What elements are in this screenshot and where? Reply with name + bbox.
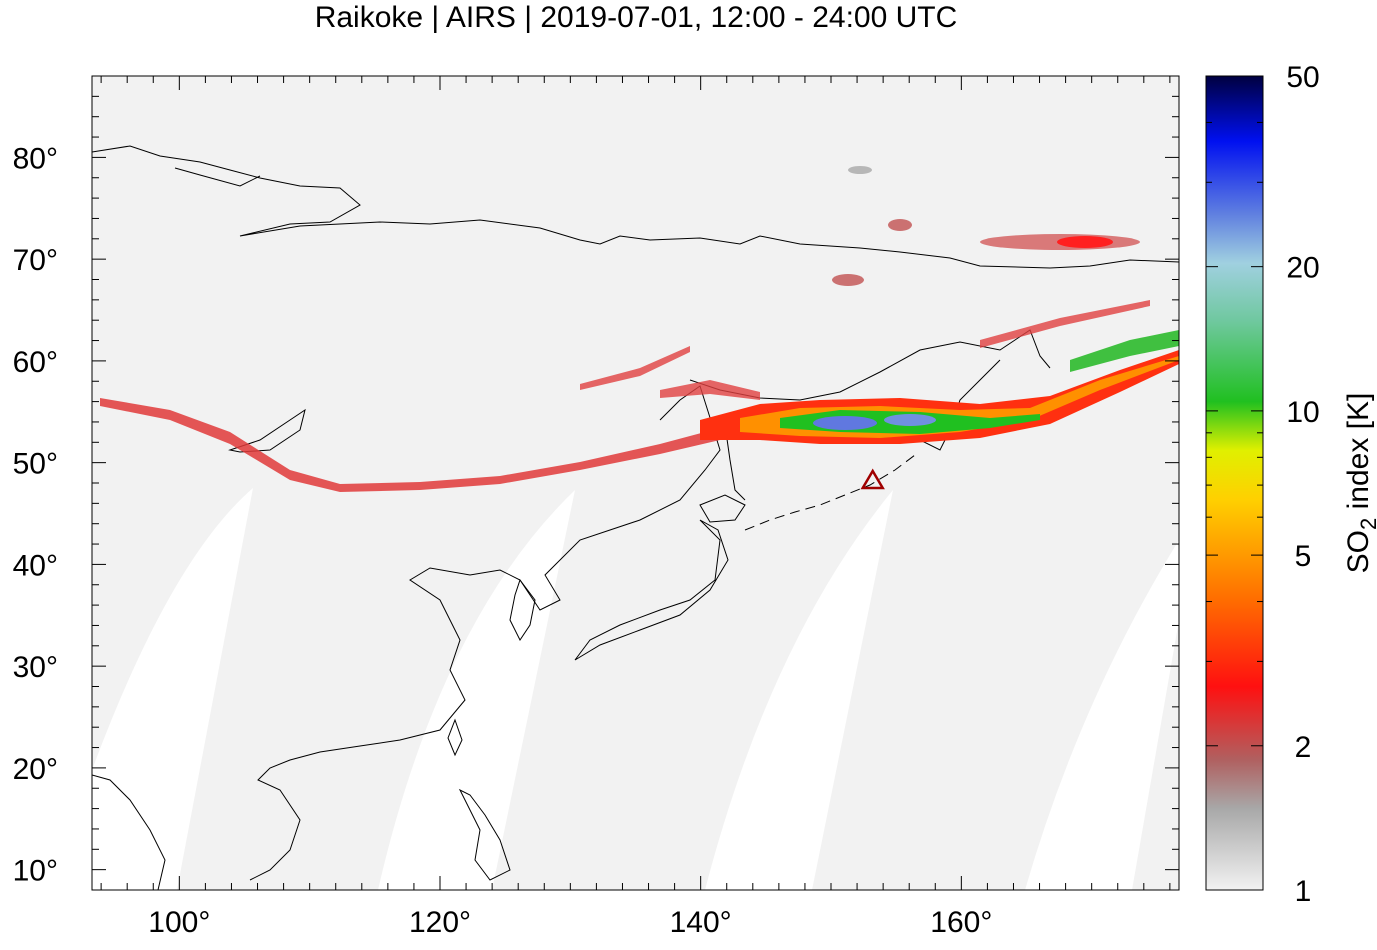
plume-filament [580, 346, 690, 390]
swath-gap [92, 488, 253, 890]
lat-tick-label: 20° [13, 753, 58, 786]
plume-filament [660, 380, 760, 400]
colorbar-label: SO2 index [K] [1342, 393, 1377, 574]
colorbar-tick-label: 20 [1286, 252, 1319, 285]
coastline-japan [574, 519, 729, 661]
plume-west-arm [100, 398, 720, 492]
coastline-sakhalin [724, 424, 746, 501]
lat-tick-label: 50° [13, 448, 58, 481]
lat-tick-label: 40° [13, 549, 58, 582]
lon-tick-label: 120° [409, 906, 471, 939]
coastline-arctic [92, 145, 1179, 269]
lat-tick-label: 80° [13, 142, 58, 175]
coastline-indochina [92, 774, 166, 890]
map-background [92, 76, 1179, 890]
plume-arctic-blob-core [1057, 236, 1113, 248]
coastline-hokkaido [699, 494, 746, 523]
lon-tick-label: 160° [930, 906, 992, 939]
colorbar-tick-label: 5 [1295, 540, 1312, 573]
lat-tick-label: 30° [13, 651, 58, 684]
coastline-taymyr [174, 167, 261, 187]
swath-gap [378, 490, 575, 890]
swath-gaps [92, 488, 1179, 890]
swath-gap [705, 490, 893, 890]
colorbar-ticks: 1 2 5 10 20 50 [1206, 61, 1320, 908]
colorbar: 1 2 5 10 20 50 SO2 index [K] [1205, 61, 1377, 908]
lat-tick-label: 70° [13, 244, 58, 277]
so2-plume [100, 166, 1179, 492]
swath-gap [1025, 540, 1179, 890]
lon-tick-label: 100° [148, 906, 210, 939]
lat-tick-label: 10° [13, 855, 58, 888]
plume-arctic-blob [888, 219, 912, 231]
plume-core-blue [813, 416, 877, 430]
plume-arctic-blob [832, 274, 864, 286]
plume-filament [980, 300, 1150, 348]
plume-east-upper [1070, 330, 1179, 372]
colorbar-gradient [1206, 76, 1263, 890]
map-panel [92, 76, 1179, 890]
map-axes: 100° 120° 140° 160° 10° 20° 30° 40° 50° 60° 70° 80° [13, 75, 1179, 939]
lon-tick-label: 140° [670, 906, 732, 939]
coastlines [92, 145, 1179, 890]
plume-arctic-blob [848, 166, 872, 174]
coastline-asia-east [249, 385, 721, 881]
coastline-korea [509, 578, 536, 641]
coastline-philippines [458, 788, 511, 881]
volcano-marker [860, 468, 885, 490]
colorbar-tick-label: 50 [1286, 61, 1319, 94]
colorbar-tick-label: 10 [1286, 396, 1319, 429]
plume-core-blue [884, 414, 936, 426]
chart-title: Raikoke | AIRS | 2019-07-01, 12:00 - 24:… [315, 1, 958, 34]
coastline-taiwan [447, 718, 463, 757]
colorbar-tick-label: 1 [1295, 875, 1312, 908]
colorbar-frame [1205, 75, 1264, 891]
colorbar-tick-label: 2 [1295, 731, 1312, 764]
lat-tick-label: 60° [13, 346, 58, 379]
